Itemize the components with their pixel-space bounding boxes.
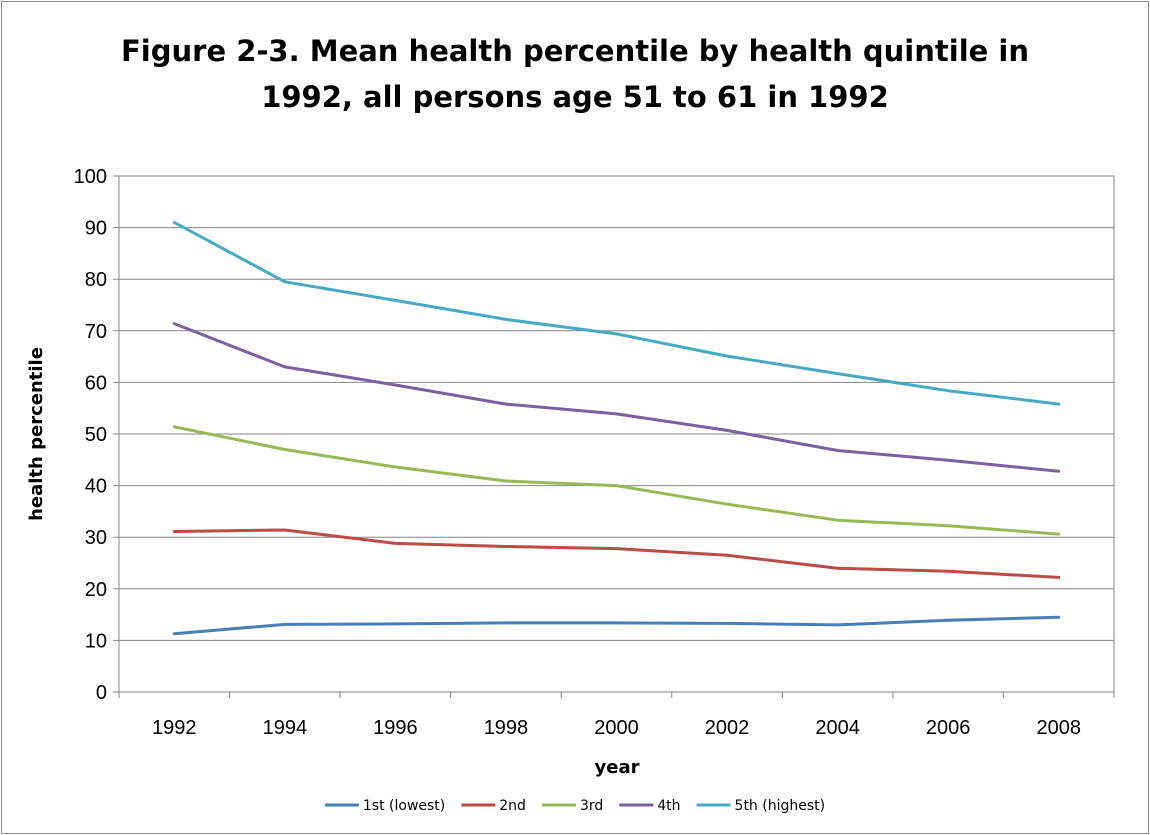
legend-item-1: 1st (lowest) [324, 798, 445, 814]
legend-label: 1st (lowest) [363, 798, 445, 814]
x-tick-label: 2008 [1036, 717, 1081, 739]
legend-label: 5th (highest) [735, 798, 826, 814]
x-tick-label: 1998 [484, 717, 529, 739]
series-line-1 [172, 615, 1061, 636]
legend-label: 4th [657, 798, 680, 814]
x-tick-label: 1996 [373, 717, 418, 739]
x-tick-label: 1992 [152, 717, 197, 739]
x-axis-title: year [595, 757, 640, 778]
legend-label: 2nd [499, 798, 526, 814]
y-tick-label: 30 [85, 527, 107, 549]
y-tick-label: 0 [96, 682, 107, 704]
y-tick-label: 10 [85, 630, 107, 652]
y-tick-label: 100 [74, 166, 107, 188]
chart-title-line-1: Figure 2-3. Mean health percentile by he… [120, 34, 1029, 68]
chart-title: Figure 2-3. Mean health percentile by he… [0, 28, 1150, 120]
x-tick-label: 2006 [926, 717, 971, 739]
y-tick-labels: 0 10 20 30 40 50 60 70 80 90 100 [74, 166, 107, 704]
legend-item-4: 4th [619, 798, 681, 814]
y-tick-label: 20 [85, 579, 107, 601]
gridlines [119, 227, 1114, 641]
y-tick-label: 70 [85, 321, 107, 343]
y-tick-label: 90 [85, 218, 107, 240]
series-line-5 [172, 220, 1061, 406]
legend: 1st (lowest) 2nd 3rd 4th 5th (highest) [324, 798, 826, 814]
x-tick-label: 1994 [263, 717, 308, 739]
legend-item-2: 2nd [461, 798, 526, 814]
y-tick-label: 60 [85, 372, 107, 394]
x-tick-labels: 1992 1994 1996 1998 2000 2002 2004 2006 2008 [152, 717, 1081, 739]
x-tick-label: 2000 [594, 717, 639, 739]
series-lines [172, 220, 1061, 636]
chart-title-line-2: 1992, all persons age 51 to 61 in 1992 [261, 80, 889, 114]
x-tick-label: 2002 [705, 717, 750, 739]
y-tick-label: 40 [85, 476, 107, 498]
y-tick-label: 80 [85, 269, 107, 291]
y-axis-title: health percentile [26, 347, 47, 521]
series-line-4 [172, 322, 1061, 473]
legend-label: 3rd [580, 798, 603, 814]
axes [113, 175, 1115, 698]
series-line-3 [172, 425, 1061, 536]
series-line-2 [172, 528, 1061, 579]
legend-item-5: 5th (highest) [696, 798, 826, 814]
y-tick-label: 50 [85, 424, 107, 446]
x-tick-label: 2004 [815, 717, 860, 739]
legend-item-3: 3rd [541, 798, 603, 814]
